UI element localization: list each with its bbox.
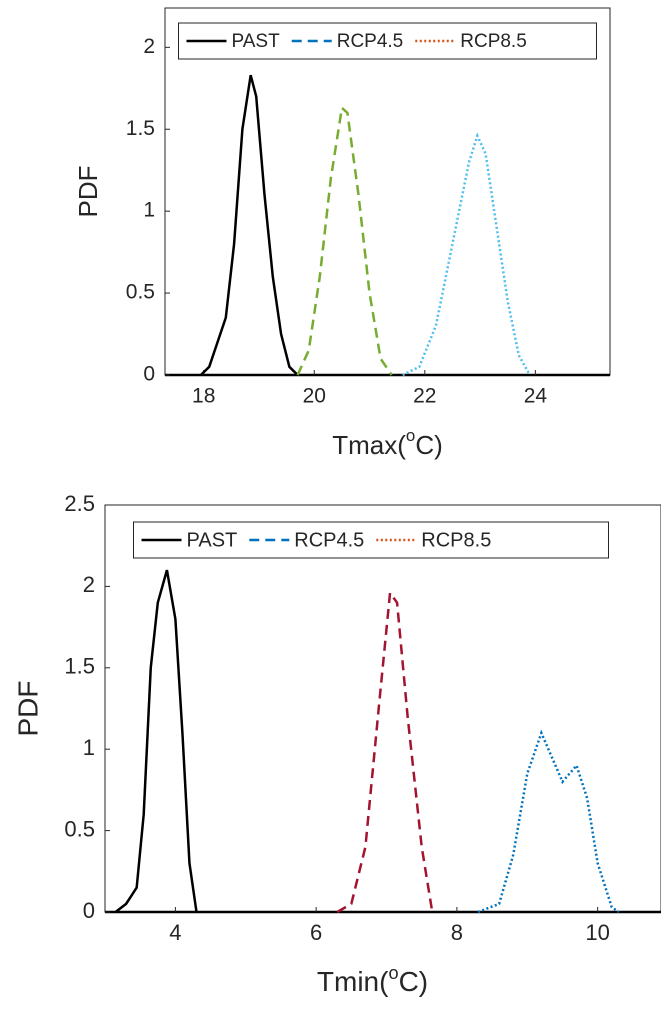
legend-label: PAST — [232, 31, 281, 52]
legend-label: RCP8.5 — [421, 529, 491, 551]
x-tick-label: 10 — [585, 920, 609, 945]
legend-label: RCP4.5 — [294, 529, 364, 551]
y-axis-label: PDF — [73, 166, 103, 218]
y-tick-label: 1 — [143, 199, 155, 222]
y-tick-label: 1 — [83, 735, 95, 760]
superscript: o — [406, 426, 415, 445]
x-axis-label-part: Tmax( — [332, 430, 406, 460]
series-line — [296, 105, 393, 376]
x-axis-label-part: C) — [415, 430, 442, 460]
y-tick-label: 1.5 — [126, 117, 155, 140]
x-tick-label: 6 — [310, 920, 322, 945]
superscript: o — [388, 963, 398, 983]
y-tick-label: 2 — [143, 35, 155, 58]
x-tick-label: 20 — [303, 385, 326, 408]
y-tick-label: 2.5 — [64, 491, 95, 516]
x-axis-label: Tmax(oC) — [332, 426, 443, 459]
x-tick-label: 8 — [451, 920, 463, 945]
y-tick-label: 0 — [83, 898, 95, 923]
legend-label: RCP4.5 — [337, 31, 404, 52]
legend-label: RCP8.5 — [460, 31, 527, 52]
x-tick-label: 18 — [192, 385, 215, 408]
series-line — [477, 729, 620, 914]
series-line — [200, 74, 299, 376]
y-tick-label: 0.5 — [126, 281, 155, 304]
y-tick-label: 1.5 — [64, 654, 95, 679]
series-line — [336, 589, 434, 914]
y-tick-label: 0 — [143, 363, 155, 386]
x-tick-label: 24 — [524, 385, 548, 408]
legend-box — [178, 22, 597, 60]
series-line — [402, 132, 531, 377]
x-axis-label: Tmin(oC) — [317, 963, 428, 998]
y-tick-label: 2 — [83, 572, 95, 597]
y-tick-label: 0.5 — [64, 816, 95, 841]
plot-area — [164, 7, 611, 376]
x-axis-label-part: C) — [399, 966, 429, 997]
series-line — [114, 569, 198, 913]
x-tick-label: 22 — [413, 385, 436, 408]
legend-label: PAST — [187, 529, 238, 551]
x-tick-label: 4 — [169, 920, 181, 945]
legend-box — [133, 521, 609, 559]
y-axis-label: PDF — [12, 681, 43, 737]
x-axis-label-part: Tmin( — [317, 966, 389, 997]
